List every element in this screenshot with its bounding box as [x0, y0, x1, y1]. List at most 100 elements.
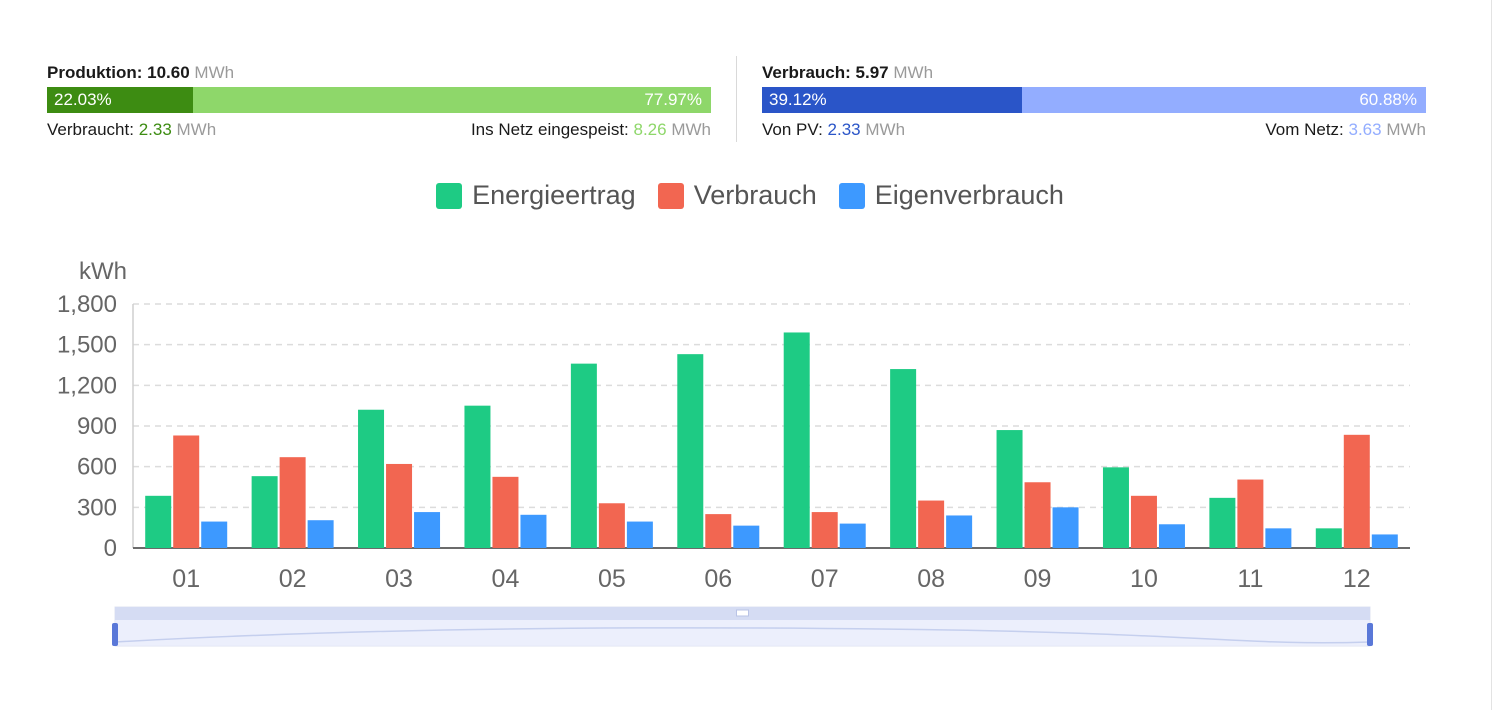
y-tick-label: 1,800 [57, 291, 117, 318]
consumption-grid-unit: MWh [1386, 120, 1426, 139]
legend-label-energieertrag: Energieertrag [472, 180, 636, 210]
consumption-unit: MWh [893, 63, 934, 82]
bar-eigenverbrauch-04 [520, 514, 547, 548]
consumption-title: Verbrauch: 5.97 MWh [762, 62, 1426, 84]
bar-energieertrag-04 [464, 405, 491, 548]
legend-swatch-verbrauch [657, 182, 684, 209]
bar-energieertrag-07 [783, 332, 810, 548]
y-axis-title: kWh [79, 258, 127, 285]
bar-eigenverbrauch-06 [733, 525, 760, 548]
x-tick-label: 05 [598, 565, 626, 593]
x-tick-label: 04 [492, 565, 520, 593]
bar-energieertrag-12 [1315, 528, 1342, 548]
x-tick-label: 07 [811, 565, 839, 593]
production-fedin-unit: MWh [671, 120, 711, 139]
y-tick-label: 900 [77, 413, 117, 440]
production-summary: Produktion: 10.60 MWh 22.03% 77.97% Verb… [47, 62, 711, 141]
bar-energieertrag-05 [570, 363, 597, 548]
consumption-from-grid-segment: 60.88% [1021, 87, 1426, 113]
y-tick-label: 0 [104, 535, 117, 562]
bar-eigenverbrauch-10 [1158, 524, 1185, 548]
bar-energieertrag-08 [890, 369, 917, 548]
consumption-value: 5.97 [855, 63, 889, 82]
bar-eigenverbrauch-05 [626, 521, 653, 548]
consumption-summary: Verbrauch: 5.97 MWh 39.12% 60.88% Von PV… [762, 62, 1426, 141]
x-tick-label: 01 [172, 565, 200, 593]
production-split-bar: 22.03% 77.97% [47, 87, 711, 113]
bar-verbrauch-04 [492, 476, 519, 548]
datazoom-preview-line [114, 627, 1371, 644]
datazoom-drag-grip-icon [736, 609, 749, 617]
bar-energieertrag-03 [358, 409, 385, 548]
bar-verbrauch-03 [386, 463, 413, 548]
consumption-pv-info: Von PV: 2.33 MWh [762, 119, 905, 141]
bar-verbrauch-01 [173, 435, 200, 548]
x-tick-label: 10 [1130, 565, 1158, 593]
bar-verbrauch-05 [598, 503, 625, 548]
bar-energieertrag-01 [145, 495, 172, 548]
bar-eigenverbrauch-03 [414, 512, 441, 548]
production-value: 10.60 [147, 63, 190, 82]
consumption-grid-info: Vom Netz: 3.63 MWh [1265, 119, 1426, 141]
production-fedin-value: 8.26 [633, 120, 667, 139]
production-title: Produktion: 10.60 MWh [47, 62, 711, 84]
production-consumed-info: Verbraucht: 2.33 MWh [47, 119, 216, 141]
consumption-label: Verbrauch: [762, 63, 851, 82]
bar-eigenverbrauch-11 [1265, 528, 1292, 548]
consumption-pv-label: Von PV: [762, 120, 823, 139]
production-fedin-info: Ins Netz eingespeist: 8.26 MWh [471, 119, 711, 141]
x-tick-label: 06 [704, 565, 732, 593]
x-tick-label: 02 [279, 565, 307, 593]
y-tick-label: 1,500 [57, 332, 117, 359]
datazoom-left-handle[interactable] [112, 623, 118, 646]
bar-verbrauch-08 [918, 500, 945, 548]
bar-eigenverbrauch-12 [1371, 534, 1398, 548]
x-tick-label: 12 [1343, 565, 1371, 593]
datazoom-right-handle[interactable] [1367, 623, 1373, 646]
production-self-consumed-segment: 22.03% [47, 87, 194, 113]
consumption-grid-value: 3.63 [1348, 120, 1382, 139]
production-fedin-label: Ins Netz eingespeist: [470, 120, 629, 139]
bar-verbrauch-09 [1024, 482, 1051, 548]
summary-divider [736, 56, 737, 142]
bar-verbrauch-10 [1130, 495, 1157, 548]
legend-label-verbrauch: Verbrauch [693, 180, 817, 210]
x-tick-label: 03 [385, 565, 413, 593]
bar-verbrauch-12 [1343, 434, 1370, 548]
production-fed-in-segment: 77.97% [193, 87, 711, 113]
legend-item-eigenverbrauch[interactable]: Eigenverbrauch [838, 180, 1064, 211]
legend-item-energieertrag[interactable]: Energieertrag [436, 180, 636, 211]
consumption-grid-label: Vom Netz: [1265, 120, 1344, 139]
consumption-pv-unit: MWh [865, 120, 906, 139]
production-unit: MWh [194, 63, 235, 82]
bar-verbrauch-07 [811, 512, 838, 548]
y-tick-label: 1,200 [57, 372, 117, 399]
bar-eigenverbrauch-01 [201, 521, 228, 548]
production-consumed-value: 2.33 [138, 120, 172, 139]
x-tick-label: 08 [917, 565, 945, 593]
bar-energieertrag-11 [1209, 497, 1236, 548]
consumption-from-pv-segment: 39.12% [762, 87, 1022, 113]
bar-energieertrag-06 [677, 354, 704, 548]
y-tick-label: 600 [77, 454, 117, 481]
page-right-border [1491, 0, 1492, 710]
bar-energieertrag-09 [996, 430, 1023, 548]
x-tick-label: 11 [1237, 565, 1263, 593]
bar-eigenverbrauch-09 [1052, 507, 1079, 548]
consumption-split-bar: 39.12% 60.88% [762, 87, 1426, 113]
bar-verbrauch-02 [279, 457, 306, 548]
y-tick-label: 300 [77, 494, 117, 521]
bar-eigenverbrauch-08 [946, 515, 973, 548]
bar-eigenverbrauch-07 [839, 523, 866, 548]
legend-label-eigenverbrauch: Eigenverbrauch [874, 180, 1064, 210]
bar-verbrauch-11 [1237, 479, 1264, 548]
bar-verbrauch-06 [705, 514, 732, 548]
production-consumed-unit: MWh [176, 120, 217, 139]
bar-energieertrag-10 [1102, 467, 1129, 548]
production-consumed-label: Verbraucht: [47, 120, 134, 139]
x-tick-label: 09 [1024, 565, 1052, 593]
production-label: Produktion: [47, 63, 143, 82]
consumption-pv-value: 2.33 [827, 120, 861, 139]
legend-item-verbrauch[interactable]: Verbrauch [657, 180, 817, 211]
